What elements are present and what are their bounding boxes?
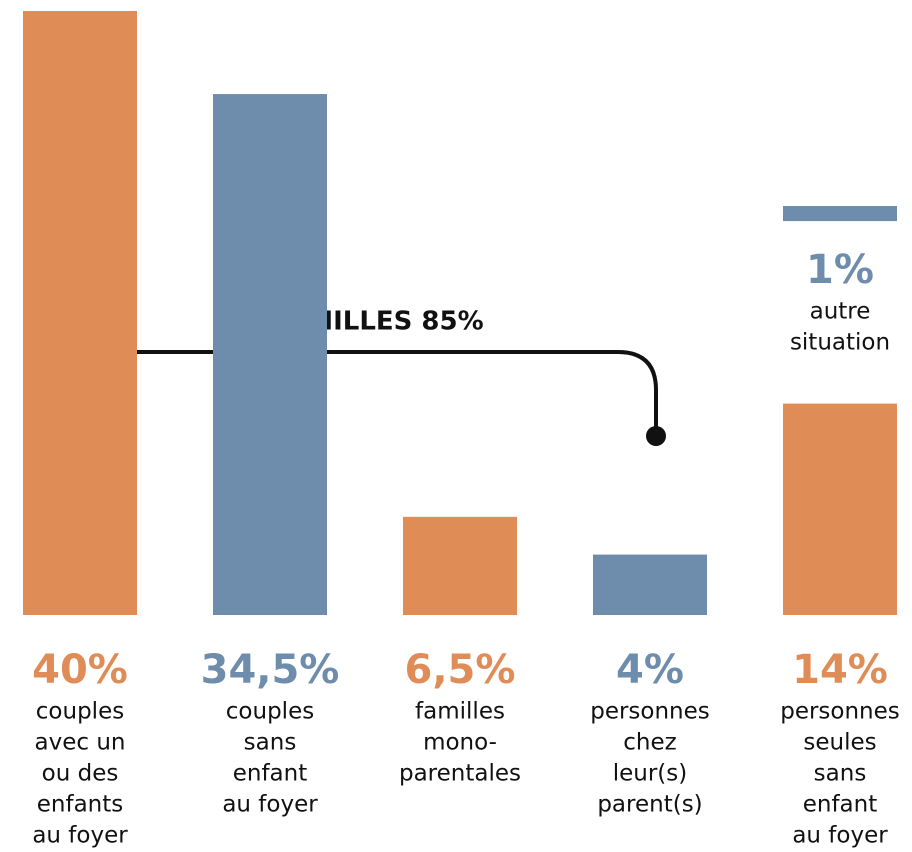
bar [783,206,897,222]
category-label: sans [814,761,867,787]
bracket-dot [646,426,666,446]
category-label: couples [226,699,314,725]
category-label: personnes [590,699,710,725]
category-label: familles [415,699,505,725]
value-label: 40% [32,647,128,693]
bar [213,94,327,616]
value-label: 6,5% [405,647,516,693]
bar [783,403,897,615]
bar [403,516,517,615]
category-label: au foyer [222,792,318,818]
category-label: parentales [399,761,521,787]
category-label: chez [623,730,676,756]
bracket [76,350,658,436]
value-label: 14% [792,647,888,693]
category-label: leur(s) [613,761,688,787]
category-label: mono- [423,730,497,756]
value-label: 1% [806,247,874,293]
value-label: 34,5% [201,647,340,693]
category-label: personnes [780,699,900,725]
category-label: sans [244,730,297,756]
category-label: au foyer [32,823,128,849]
category-label: autre [810,299,871,325]
bar [23,11,137,615]
category-label: couples [36,699,124,725]
bar [593,554,707,615]
category-label: seules [803,730,876,756]
category-label: enfant [233,761,308,787]
category-label: avec un [35,730,126,756]
category-label: au foyer [792,823,888,849]
category-label: situation [790,330,890,356]
category-label: enfants [37,792,124,818]
category-label: enfant [803,792,878,818]
category-label: parent(s) [597,792,702,818]
category-label: ou des [42,761,119,787]
value-label: 4% [616,647,684,693]
